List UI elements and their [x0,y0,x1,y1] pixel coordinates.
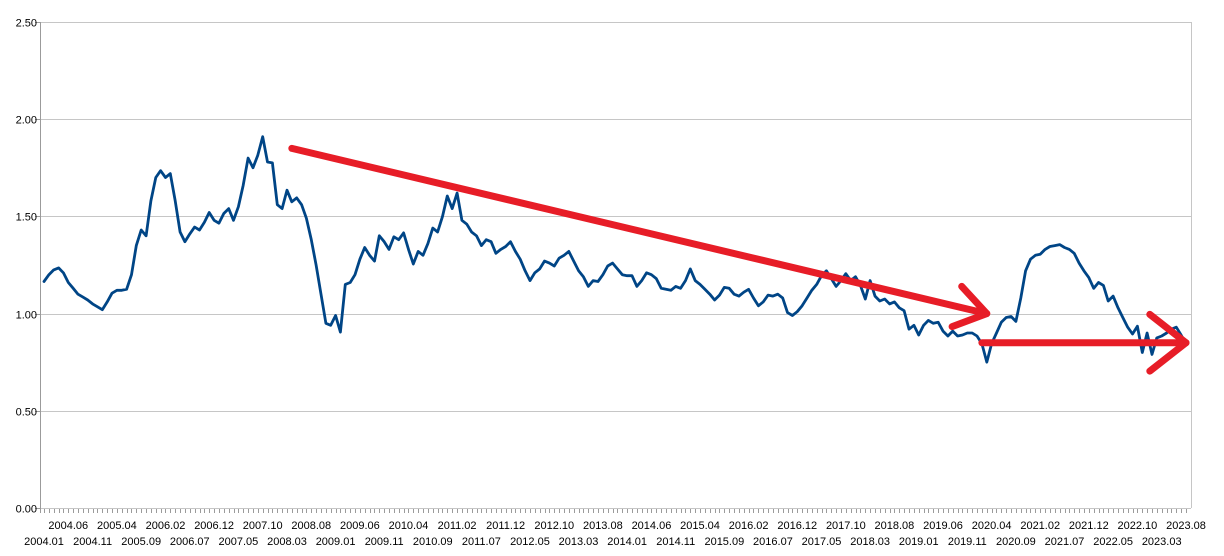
x-axis-label: 2023.08 [1166,520,1206,532]
x-axis-label: 2008.03 [267,536,307,548]
x-axis-label: 2016.02 [729,520,769,532]
x-axis-label: 2013.03 [559,536,599,548]
y-axis-label: 1.50 [16,212,37,224]
x-axis-label: 2018.08 [875,520,915,532]
y-axis-label: 1.00 [16,310,37,322]
x-axis-label: 2011.12 [486,520,525,532]
x-axis-label: 2019.11 [948,536,987,548]
flat-level-arrow-head [1146,310,1190,375]
y-axis-label: 0.50 [16,407,37,419]
x-axis-label: 2011.02 [438,520,477,532]
x-axis-label: 2009.11 [365,536,404,548]
x-axis-label: 2021.12 [1069,520,1109,532]
x-axis-label: 2023.03 [1142,536,1182,548]
x-axis-label: 2004.06 [48,520,88,532]
y-axis-label: 2.50 [16,18,37,30]
x-axis-label: 2006.02 [146,520,186,532]
x-axis-label: 2017.05 [802,536,842,548]
x-axis-label: 2019.01 [899,536,939,548]
x-axis-label: 2020.04 [972,520,1012,532]
x-axis-label: 2014.06 [632,520,672,532]
x-axis-label: 2022.05 [1093,536,1133,548]
x-axis-label: 2015.09 [704,536,744,548]
x-axis-label: 2007.10 [243,520,283,532]
downtrend-arrow-shaft [288,144,991,318]
x-axis-label: 2007.05 [219,536,259,548]
x-axis-label: 2005.04 [97,520,137,532]
x-axis-label: 2021.02 [1020,520,1060,532]
x-axis-label: 2013.08 [583,520,623,532]
x-axis-label: 2022.10 [1118,520,1158,532]
y-axis-label: 2.00 [16,115,37,127]
x-axis-label: 2016.12 [777,520,817,532]
x-axis-label: 2010.04 [389,520,429,532]
x-axis-label: 2011.07 [462,536,501,548]
y-axis-label: 0.00 [16,504,37,516]
x-axis-label: 2016.07 [753,536,793,548]
x-axis-label: 2010.09 [413,536,453,548]
x-axis-label: 2004.01 [24,536,64,548]
x-axis-label: 2014.01 [607,536,647,548]
x-axis-label: 2018.03 [850,536,890,548]
x-axis-label: 2005.09 [121,536,161,548]
x-axis-label: 2015.04 [680,520,720,532]
data-series-line [42,135,1188,364]
x-axis-label: 2009.01 [316,536,356,548]
x-axis-label: 2012.10 [534,520,574,532]
x-axis-label: 2019.06 [923,520,963,532]
x-axis-label: 2004.11 [73,536,112,548]
downtrend-arrow-head [948,282,991,331]
x-axis-label: 2014.11 [656,536,695,548]
x-axis-label: 2009.06 [340,520,380,532]
x-axis-label: 2017.10 [826,520,866,532]
x-axis-label: 2006.12 [194,520,234,532]
x-axis-label: 2021.07 [1045,536,1085,548]
x-axis-label: 2020.09 [996,536,1036,548]
x-axis-label: 2008.08 [291,520,331,532]
x-axis-label: 2006.07 [170,536,210,548]
x-axis-label: 2012.05 [510,536,550,548]
